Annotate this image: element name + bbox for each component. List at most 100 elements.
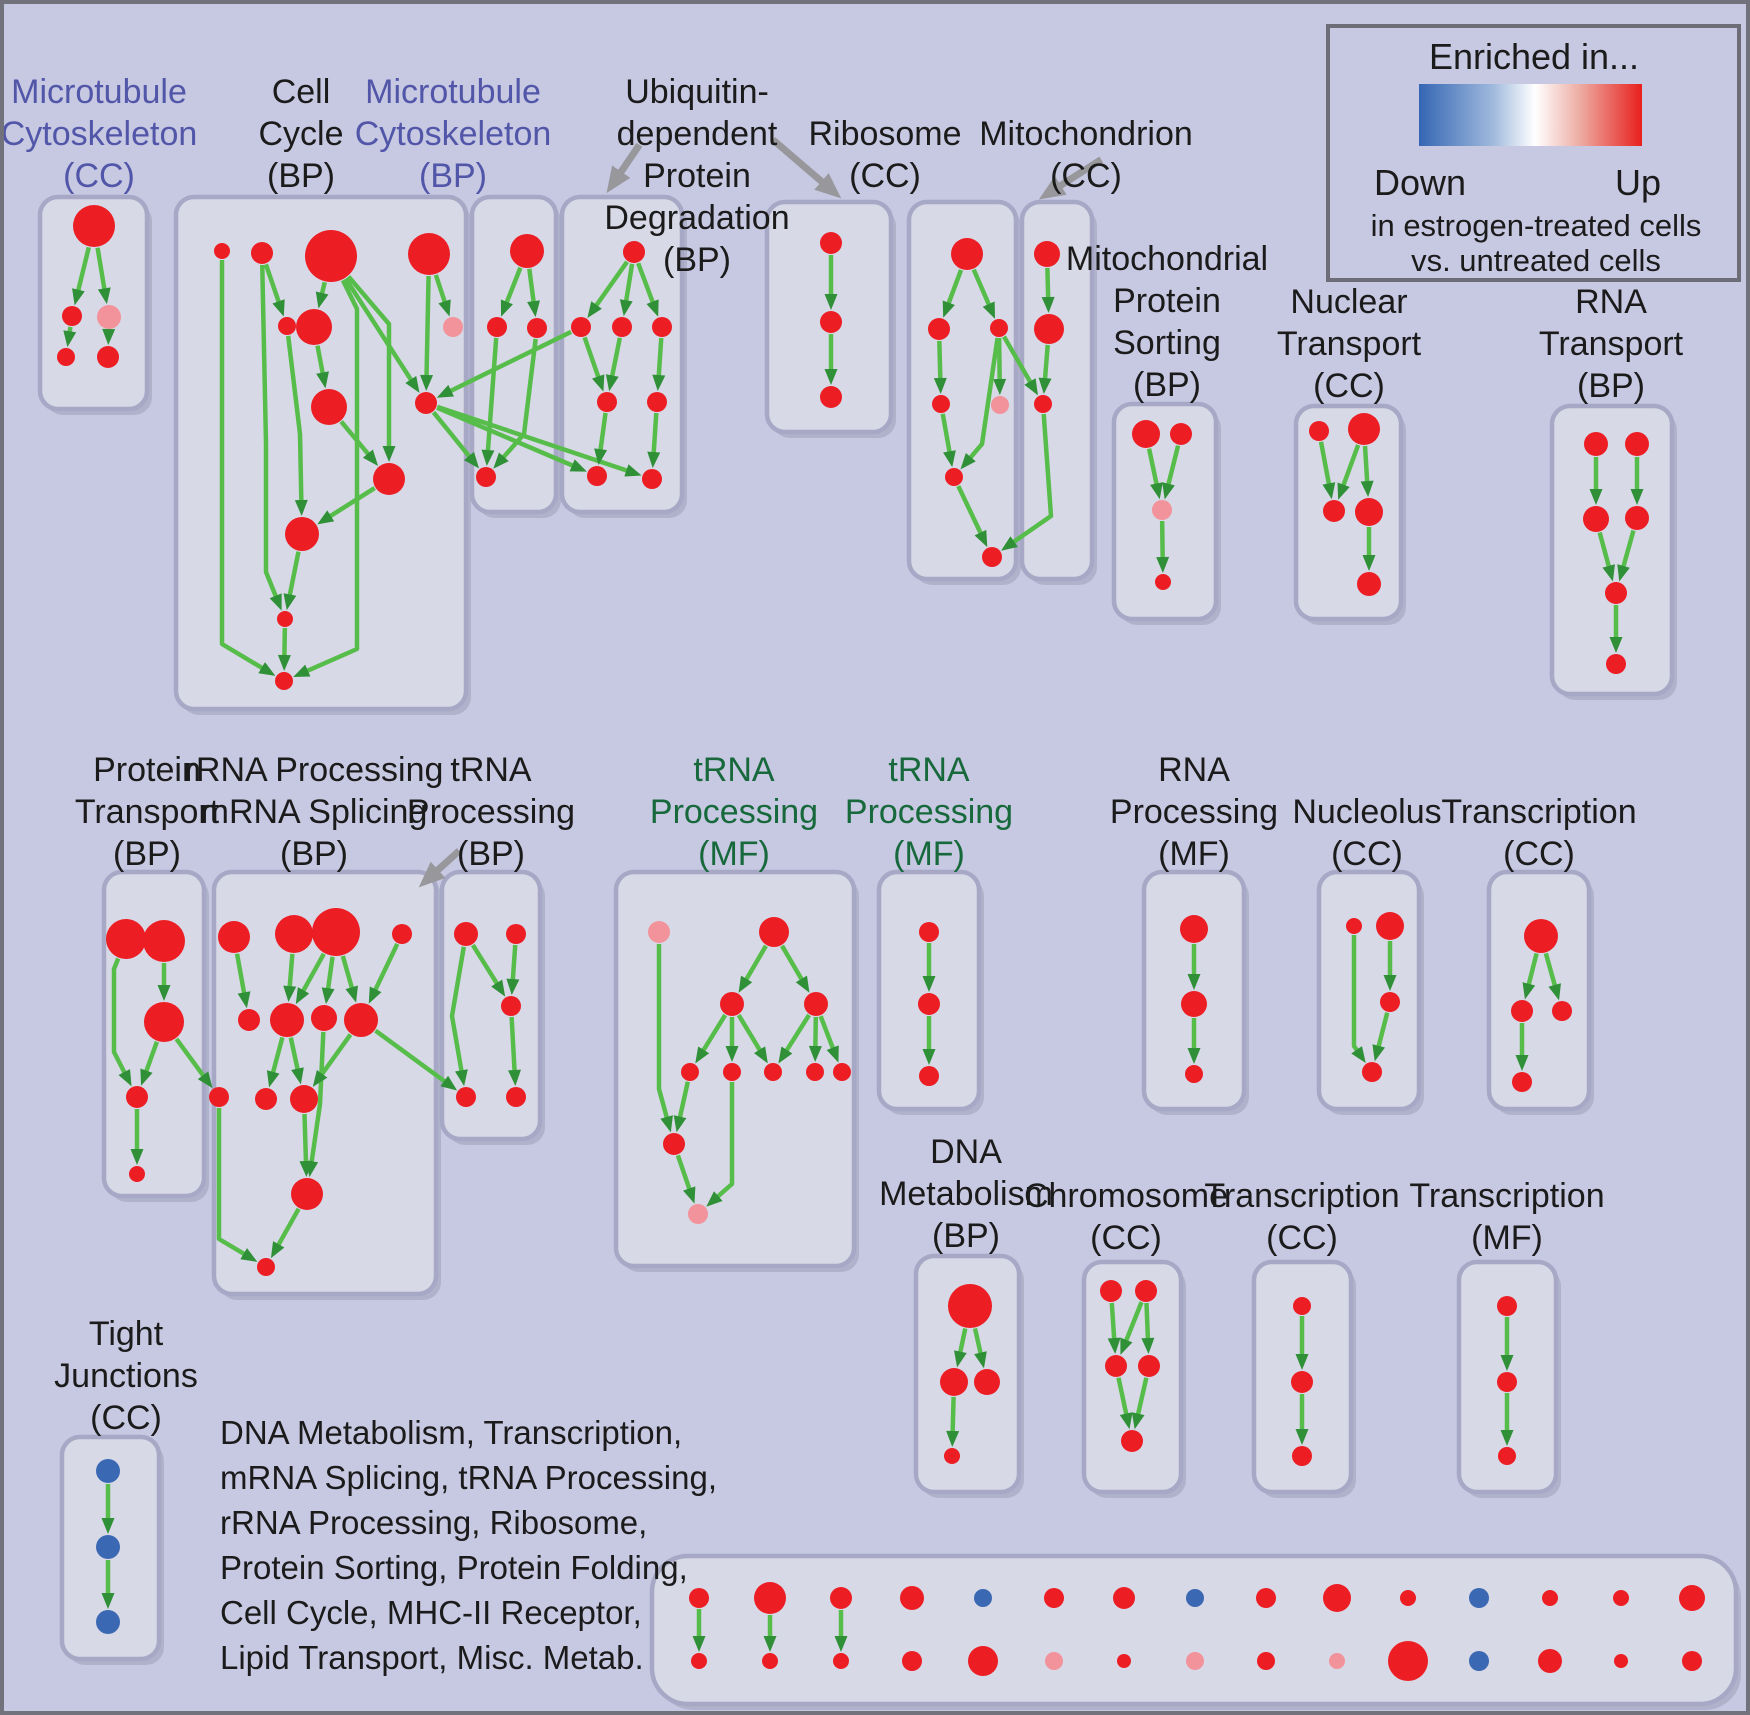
node-rt1 [1584, 432, 1608, 456]
edge-tmf2-tmf4-line [780, 944, 805, 983]
node-rr5 [238, 1009, 260, 1031]
node-mb4 [476, 467, 496, 487]
node-tj1 [96, 1459, 120, 1483]
node-ub3 [612, 317, 632, 337]
edge-pt2-pt3-head [157, 985, 171, 1001]
edge-rib1-rib3-line [971, 268, 992, 308]
node-pt3 [144, 1002, 184, 1042]
node-dna2 [940, 1368, 968, 1396]
node-s1t [689, 1588, 709, 1608]
node-tm21 [919, 922, 939, 942]
edge-s1t-s1b-head [692, 1636, 706, 1652]
node-tmf10 [663, 1133, 685, 1155]
edge-cc3-cc13-head [293, 664, 311, 677]
edge-cc1-cc13-head [258, 662, 276, 676]
node-tmf7 [764, 1063, 782, 1081]
edge-tr1-tr3-line [1543, 952, 1558, 989]
node-s4b [902, 1651, 922, 1671]
node-s9t [1256, 1588, 1276, 1608]
node-s3b [833, 1653, 849, 1669]
ubiquitin-pointer-left-head [606, 165, 631, 194]
node-mcc3 [97, 305, 121, 329]
network-diagram [37, 136, 1741, 1710]
edge-mit3-rib7-line [1010, 413, 1054, 546]
node-mb1 [510, 234, 544, 268]
trna-bp-pointer-line [433, 848, 462, 875]
edge-cc8-ub8-line [436, 404, 630, 474]
edge-cc8-ub7-line [436, 405, 576, 469]
dna-box [913, 1253, 1022, 1495]
node-ub5 [597, 392, 617, 412]
edge-ub1-ub3-head [619, 299, 633, 317]
edge-cc11-cc12-head [283, 593, 297, 611]
node-s15b [1682, 1651, 1702, 1671]
edge-rib1-rib3-head [982, 301, 996, 319]
edge-rib3-rib5-line [996, 337, 1002, 383]
edge-cc3-cc13-line [304, 279, 360, 674]
node-tmf6 [723, 1063, 741, 1081]
edge-cc3-cc8-head [405, 375, 420, 393]
edge-cc6-cc11-line [285, 335, 304, 504]
edge-ub1-ub2-head [587, 301, 602, 319]
edge-rr2-rr6-line [287, 953, 295, 990]
node-s11t [1400, 1590, 1416, 1606]
node-tmf5 [681, 1063, 699, 1081]
rt-box [1549, 403, 1675, 697]
edge-tmf2-tmf4-head [795, 975, 810, 993]
edge-cc4-cc5-head [438, 299, 451, 317]
edge-cc9-cc10-head [362, 449, 379, 466]
node-rt3 [1583, 506, 1609, 532]
edge-cc1-cc13-line [219, 260, 266, 672]
edge-dna2-dna4-head [946, 1430, 960, 1448]
edge-mb1-mb3-head [527, 300, 540, 318]
edge-rr2-rr6-head [283, 985, 297, 1003]
node-rt2 [1625, 432, 1649, 456]
node-pt2 [143, 920, 185, 962]
edge-rib4-rib6-head [943, 450, 956, 468]
edge-ch1-ch3-line [1109, 1302, 1117, 1342]
edge-tmf5-tmf10-line [677, 1081, 691, 1121]
node-nt3 [1323, 500, 1345, 522]
edge-cc8-ub8-head [624, 464, 642, 477]
node-cc8 [415, 392, 437, 414]
tc2-box [1486, 869, 1592, 1112]
node-ch5 [1121, 1430, 1143, 1452]
edge-tmf3-tmf6-head [725, 1046, 739, 1062]
edge-tbp3-tbp5-line [509, 1016, 517, 1074]
edge-rib6-rib7-line [956, 485, 984, 537]
edge-nt4-nt5-head [1362, 555, 1376, 571]
node-ub1 [623, 241, 645, 263]
strip-box [649, 1553, 1739, 1707]
node-s10t [1323, 1584, 1351, 1612]
edge-cc6-cc11-head [294, 499, 308, 517]
edge-cc3-cc7-head [315, 291, 329, 309]
edge-rr1-rr5-head [237, 991, 251, 1009]
edge-tmf10-tmf11-head [683, 1186, 696, 1204]
node-rib2 [928, 318, 950, 340]
edge-tmf1-tmf10-head [660, 1115, 673, 1133]
edge-rr3-rr6-head [295, 987, 310, 1005]
node-rr4 [392, 924, 412, 944]
edge-ub6-ub8-line [651, 412, 659, 456]
edge-rib6-rib7-head [974, 529, 988, 548]
edge-rr11-rr13-head [240, 1248, 258, 1262]
node-tbp1 [454, 922, 478, 946]
edge-nuc3-nuc4-head [1372, 1044, 1386, 1062]
node-uv3 [820, 386, 842, 408]
node-uv2 [820, 311, 842, 333]
node-tbp4 [456, 1087, 476, 1107]
node-tbp5 [506, 1087, 526, 1107]
edge-tr1-tr3-head [1548, 983, 1561, 1001]
node-s15t [1679, 1585, 1705, 1611]
edge-rib2-rib4-line [937, 340, 943, 382]
edge-cc8-mb4-head [463, 451, 480, 469]
edge-s3t-s3b-head [834, 1636, 848, 1652]
node-mb3 [527, 318, 547, 338]
node-tmf8 [806, 1063, 824, 1081]
edge-rib3-rib5-head [993, 378, 1007, 396]
edge-tmf4-tmf9-line [818, 1015, 836, 1052]
node-mcc5 [97, 346, 119, 368]
edge-ub6-ub8-head [647, 451, 661, 469]
edge-pt3-rr11-head [197, 1071, 213, 1089]
